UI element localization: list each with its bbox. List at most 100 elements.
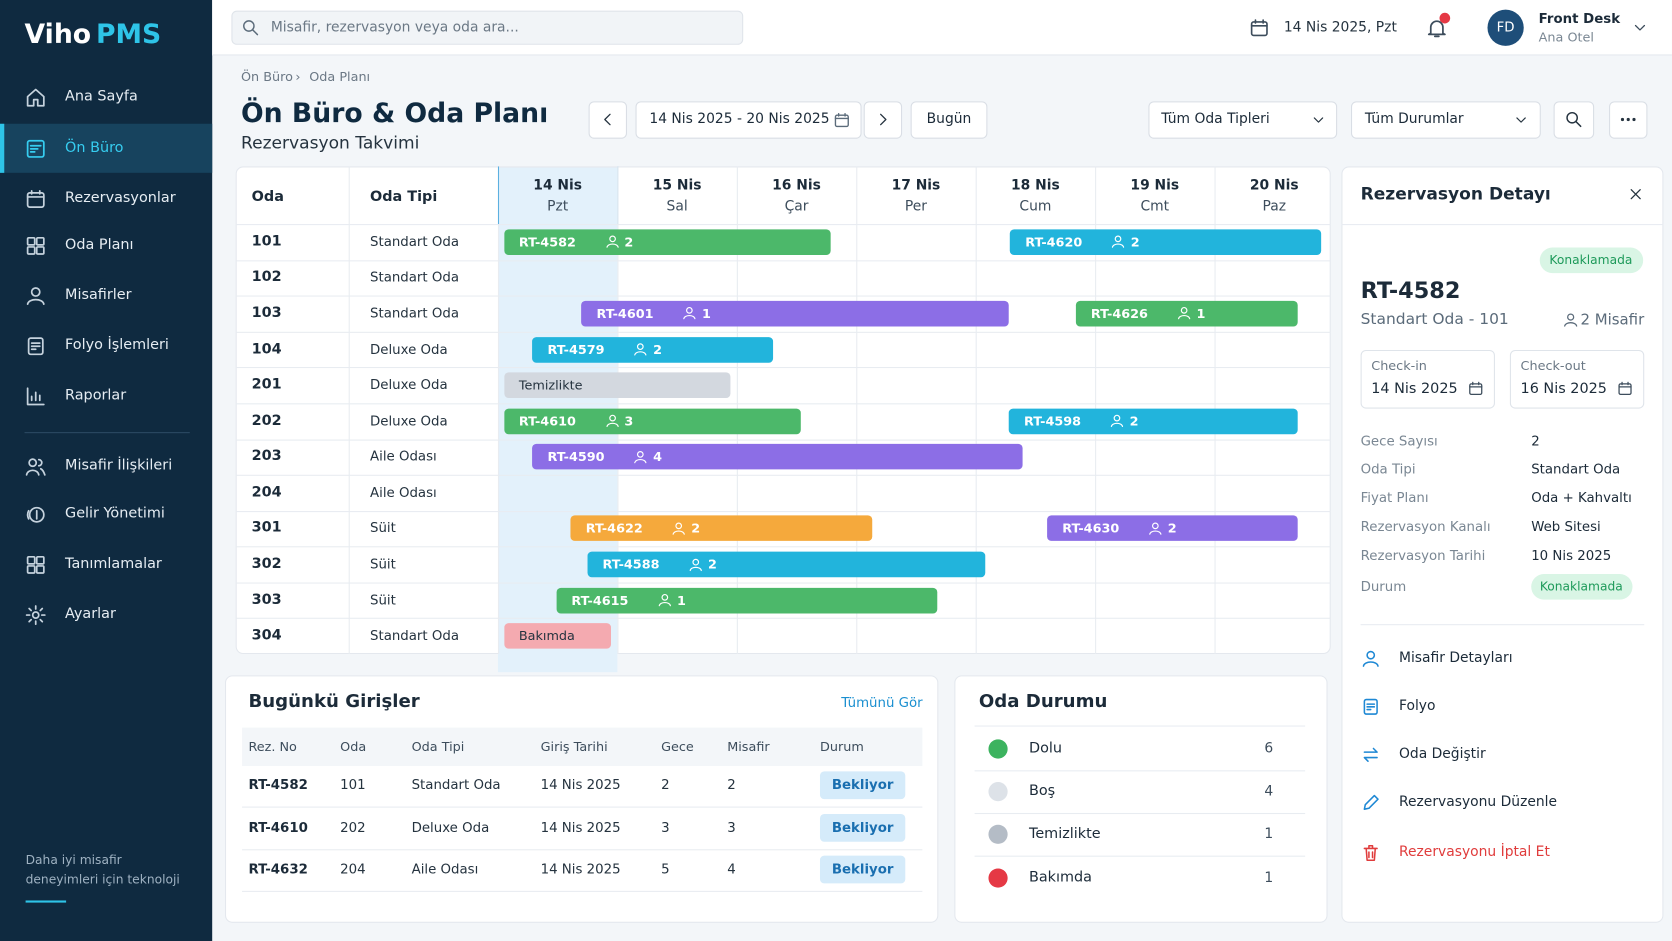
room-type: Aile Odası	[370, 483, 437, 500]
booking-bar[interactable]	[532, 336, 773, 363]
nav-divider	[24, 432, 190, 434]
nav-item[interactable]: Ön Büro	[65, 138, 124, 157]
nav-item[interactable]: Folyo İşlemleri	[65, 336, 169, 354]
action-label[interactable]: Misafir Detayları	[1398, 650, 1513, 667]
booking-bar[interactable]	[587, 551, 986, 578]
row-line	[235, 259, 1331, 261]
arrivals-cell: 101	[340, 776, 366, 793]
field-value: Oda + Kahvaltı	[1531, 489, 1632, 506]
room-number: 201	[251, 375, 282, 394]
booking-bar[interactable]	[532, 444, 1023, 470]
booking-bar[interactable]	[503, 372, 731, 399]
booking-bar[interactable]	[1010, 229, 1321, 255]
action-label[interactable]: Oda Değiştir	[1398, 746, 1486, 763]
day-header-line	[856, 166, 858, 225]
detail-panel	[1341, 166, 1664, 923]
status-badge-text: Bekliyor	[831, 860, 894, 877]
status-badge	[819, 855, 906, 884]
search-box[interactable]	[231, 10, 744, 45]
breadcrumb[interactable]: Ön Büro	[240, 69, 293, 85]
status-badge-text: Bekliyor	[831, 819, 894, 836]
action-label[interactable]: Rezervasyonu Düzenle	[1398, 794, 1558, 811]
column-header: Oda Tipi	[370, 188, 438, 206]
page-title: Ön Büro & Oda Planı	[240, 97, 549, 129]
nav-item[interactable]: Tanımlamalar	[65, 555, 162, 573]
day-header-line	[617, 166, 619, 225]
booking-bar[interactable]	[503, 229, 832, 255]
check-value: 14 Nis 2025	[1371, 380, 1458, 398]
room-type: Standart Oda	[370, 627, 460, 644]
field-value: Standart Oda	[1531, 460, 1621, 477]
avatar[interactable]	[1487, 9, 1524, 46]
prev-icon	[604, 113, 611, 126]
detail-id: RT-4582	[1360, 277, 1461, 304]
booking-label: RT-4626	[1090, 306, 1148, 322]
arrivals-cell: Deluxe Oda	[411, 819, 490, 836]
next-button[interactable]	[863, 101, 903, 139]
brand-name: Viho	[24, 18, 92, 50]
sidebar-footer-line	[25, 900, 67, 903]
arrivals-link[interactable]: Tümünü Gör	[841, 694, 923, 711]
day-header-line	[736, 166, 738, 225]
nav-icon	[26, 236, 45, 255]
status-count: 4	[1264, 783, 1274, 800]
booking-bar[interactable]	[503, 408, 802, 434]
booking-label: RT-4582	[518, 234, 576, 250]
action-label[interactable]: Folyo	[1398, 698, 1436, 715]
guest-icon	[634, 450, 647, 464]
status-count: 1	[1264, 870, 1274, 887]
brand-product: PMS	[95, 18, 162, 50]
day-name: Cum	[1019, 198, 1052, 215]
booking-bar[interactable]	[570, 515, 872, 542]
booking-label: Temizlikte	[518, 377, 583, 393]
sidebar-footer: Daha iyi misafir deneyimleri için teknol…	[25, 852, 180, 887]
booking-bar[interactable]	[1047, 515, 1299, 542]
day-name: Çar	[784, 198, 809, 215]
nav-item[interactable]: Raporlar	[65, 386, 127, 404]
booking-bar[interactable]	[1009, 408, 1299, 434]
nav-item[interactable]: Oda Planı	[65, 236, 134, 254]
nav-item[interactable]: Rezervasyonlar	[65, 189, 176, 207]
booking-bar[interactable]	[581, 300, 1010, 327]
booking-bar[interactable]	[503, 623, 612, 649]
arrivals-header: Giriş Tarihi	[540, 739, 608, 755]
nav-item[interactable]: Misafir İlişkileri	[65, 456, 173, 474]
day-name: Sal	[666, 198, 688, 215]
booking-guests: 2	[624, 234, 634, 250]
row-line	[235, 367, 1331, 369]
guest-icon	[672, 522, 686, 535]
filter-chevron	[1516, 116, 1526, 123]
status-filter-label: Tüm Durumlar	[1364, 111, 1464, 128]
day-name: Paz	[1262, 198, 1286, 215]
arrivals-cell: 14 Nis 2025	[540, 860, 621, 877]
arrivals-card	[224, 675, 939, 923]
room-type-filter[interactable]	[1148, 101, 1338, 139]
nav-item[interactable]: Ana Sayfa	[65, 87, 138, 105]
nav-icon	[27, 336, 44, 355]
day-line	[617, 224, 619, 655]
arrivals-cell: RT-4582	[248, 776, 308, 793]
booking-guests: 2	[1130, 234, 1140, 250]
arrivals-cell: Aile Odası	[411, 860, 479, 877]
nav-item[interactable]: Misafirler	[65, 286, 132, 304]
status-filter[interactable]	[1351, 101, 1541, 139]
booking-guests: 1	[676, 592, 686, 608]
detail-guests: 2 Misafir	[1580, 311, 1645, 329]
today-button[interactable]	[910, 101, 988, 139]
action-label[interactable]: Rezervasyonu İptal Et	[1398, 844, 1550, 861]
booking-label: RT-4610	[518, 413, 576, 429]
booking-guests: 2	[1167, 521, 1177, 537]
date-range[interactable]	[635, 101, 862, 139]
arrivals-cell: 14 Nis 2025	[540, 819, 621, 836]
day-header-line	[1095, 166, 1097, 225]
field-label: Rezervasyon Tarihi	[1360, 547, 1486, 564]
prev-button[interactable]	[588, 101, 627, 139]
nav-item[interactable]: Gelir Yönetimi	[65, 504, 165, 522]
booking-bar[interactable]	[556, 587, 938, 614]
nav-item[interactable]: Ayarlar	[65, 605, 116, 623]
arrivals-cell: 202	[340, 819, 366, 836]
status-dot	[988, 782, 1008, 802]
booking-bar[interactable]	[1075, 300, 1299, 327]
search-button[interactable]	[1553, 101, 1595, 139]
